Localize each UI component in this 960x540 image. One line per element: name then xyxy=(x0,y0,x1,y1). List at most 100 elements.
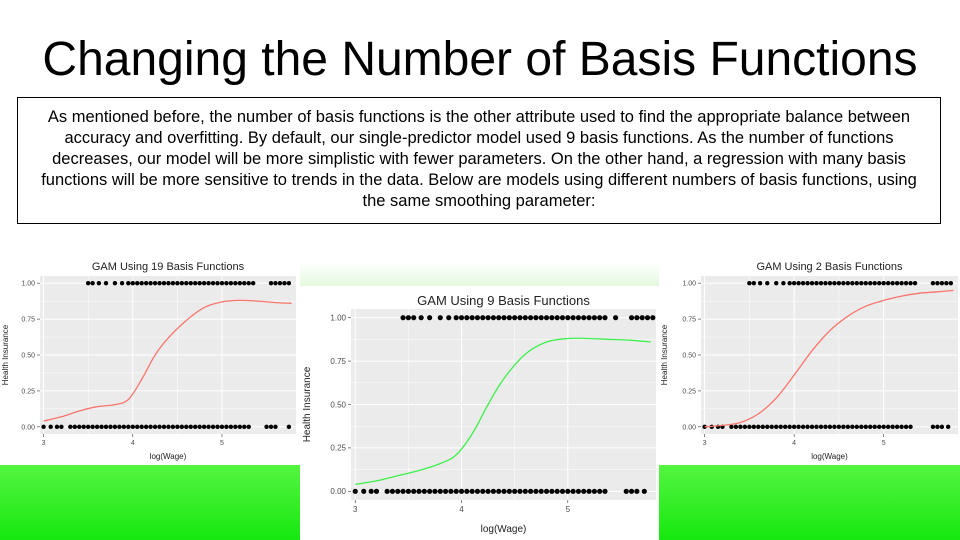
chart-title: GAM Using 9 Basis Functions xyxy=(417,293,590,308)
data-point xyxy=(469,315,475,321)
data-point xyxy=(54,424,60,430)
data-point xyxy=(175,280,180,286)
data-point xyxy=(827,280,833,286)
data-point xyxy=(597,315,603,321)
data-point xyxy=(389,488,396,494)
data-point xyxy=(894,424,900,430)
green-glow xyxy=(300,262,659,290)
data-point xyxy=(881,424,886,430)
x-axis-label: log(Wage) xyxy=(150,452,187,461)
data-point xyxy=(885,424,891,430)
data-point xyxy=(184,280,189,286)
data-point xyxy=(538,488,544,494)
data-point xyxy=(135,280,140,286)
data-point xyxy=(268,280,274,286)
data-point xyxy=(859,424,864,430)
tick-label-x: 4 xyxy=(131,440,135,447)
data-point xyxy=(206,424,211,430)
data-point xyxy=(628,315,635,321)
data-point xyxy=(184,424,189,430)
data-point xyxy=(193,424,198,430)
data-point xyxy=(809,280,815,286)
tick-label-y: 0.00 xyxy=(330,487,346,496)
data-point xyxy=(193,280,198,286)
data-point xyxy=(890,424,895,430)
data-point xyxy=(215,280,220,286)
data-point xyxy=(368,488,374,494)
tick-label-x: 3 xyxy=(703,440,707,447)
data-point xyxy=(533,315,539,321)
data-point xyxy=(854,424,860,430)
tick-label-y: 1.00 xyxy=(682,281,696,288)
data-point xyxy=(215,424,220,430)
data-point xyxy=(446,315,452,321)
chart-19-svg: GAM Using 19 Basis Functions 0.00 0.25 0.50… xyxy=(1,261,296,461)
data-point xyxy=(778,424,783,430)
data-point xyxy=(512,488,518,494)
data-point xyxy=(650,315,656,321)
tick-label-y: 0.25 xyxy=(21,388,35,395)
data-point xyxy=(586,488,592,494)
data-point xyxy=(543,315,550,321)
data-point xyxy=(81,424,86,430)
data-point xyxy=(841,424,846,430)
data-point xyxy=(273,424,278,430)
data-point xyxy=(899,280,904,286)
data-point xyxy=(157,280,162,286)
data-point xyxy=(496,488,502,494)
data-point xyxy=(800,424,806,430)
tick-label-y: 0.75 xyxy=(330,357,346,366)
data-point xyxy=(845,424,851,430)
data-point xyxy=(760,424,765,430)
data-point xyxy=(448,488,454,494)
data-point xyxy=(602,315,608,321)
data-point xyxy=(126,424,131,430)
tick-label-x: 5 xyxy=(566,505,571,514)
tick-label-y: 0.25 xyxy=(330,444,346,453)
data-point xyxy=(400,315,406,321)
data-point xyxy=(224,280,229,286)
data-point xyxy=(474,315,481,321)
data-point xyxy=(782,424,788,430)
data-point xyxy=(464,315,470,321)
data-point xyxy=(733,424,739,430)
data-point xyxy=(224,424,229,430)
data-point xyxy=(143,424,149,430)
data-point xyxy=(876,424,882,430)
data-point xyxy=(538,315,544,321)
data-point xyxy=(228,424,234,430)
data-point xyxy=(228,280,234,286)
data-point xyxy=(559,315,566,321)
data-point xyxy=(522,488,528,494)
data-point xyxy=(890,280,895,286)
data-point xyxy=(805,280,810,286)
data-point xyxy=(152,280,158,286)
data-point xyxy=(242,424,247,430)
data-point xyxy=(152,424,158,430)
data-point xyxy=(850,280,855,286)
y-axis-label: Health Insurance xyxy=(660,324,669,385)
data-point xyxy=(738,424,743,430)
chart-9-svg: GAM Using 9 Basis Functions 0.00 0.25 0.50 0… xyxy=(302,293,656,535)
data-point xyxy=(832,280,837,286)
data-point xyxy=(818,280,824,286)
data-point xyxy=(103,424,109,430)
data-point xyxy=(175,424,180,430)
data-point xyxy=(395,488,401,494)
data-point xyxy=(549,315,555,321)
data-point xyxy=(237,280,243,286)
data-point xyxy=(623,488,629,494)
data-point xyxy=(157,424,162,430)
data-point xyxy=(201,424,207,430)
data-point xyxy=(634,488,640,494)
data-point xyxy=(264,424,269,430)
data-point xyxy=(809,424,815,430)
tick-label-x: 4 xyxy=(792,440,796,447)
data-point xyxy=(565,488,571,494)
data-point xyxy=(453,488,459,494)
data-point xyxy=(108,424,113,430)
data-point xyxy=(751,280,757,286)
data-point xyxy=(854,280,860,286)
data-point xyxy=(774,424,779,430)
fitted-curve xyxy=(704,289,954,428)
